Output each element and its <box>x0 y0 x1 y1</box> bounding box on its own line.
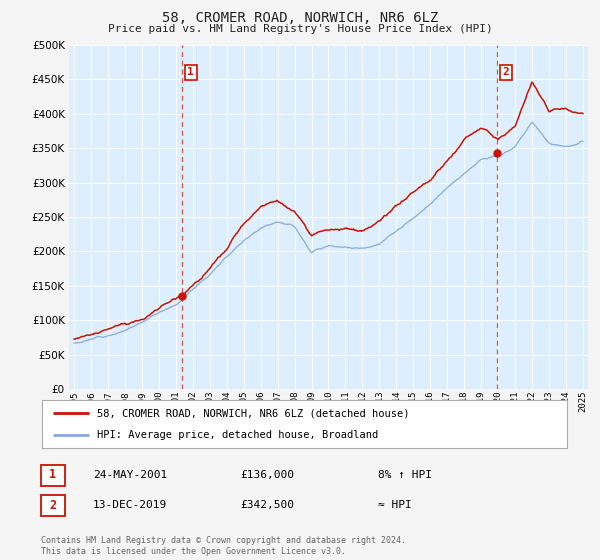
Text: 24-MAY-2001: 24-MAY-2001 <box>93 470 167 480</box>
Text: £136,000: £136,000 <box>240 470 294 480</box>
Text: Contains HM Land Registry data © Crown copyright and database right 2024.
This d: Contains HM Land Registry data © Crown c… <box>41 536 406 556</box>
Text: 13-DEC-2019: 13-DEC-2019 <box>93 500 167 510</box>
Text: HPI: Average price, detached house, Broadland: HPI: Average price, detached house, Broa… <box>97 430 379 440</box>
Text: 58, CROMER ROAD, NORWICH, NR6 6LZ: 58, CROMER ROAD, NORWICH, NR6 6LZ <box>162 11 438 25</box>
Text: 2: 2 <box>502 67 509 77</box>
Text: ≈ HPI: ≈ HPI <box>378 500 412 510</box>
Text: 8% ↑ HPI: 8% ↑ HPI <box>378 470 432 480</box>
Text: 1: 1 <box>187 67 194 77</box>
Text: Price paid vs. HM Land Registry's House Price Index (HPI): Price paid vs. HM Land Registry's House … <box>107 24 493 34</box>
Text: 1: 1 <box>49 468 56 482</box>
Text: 58, CROMER ROAD, NORWICH, NR6 6LZ (detached house): 58, CROMER ROAD, NORWICH, NR6 6LZ (detac… <box>97 408 410 418</box>
Text: 2: 2 <box>49 498 56 512</box>
Text: £342,500: £342,500 <box>240 500 294 510</box>
